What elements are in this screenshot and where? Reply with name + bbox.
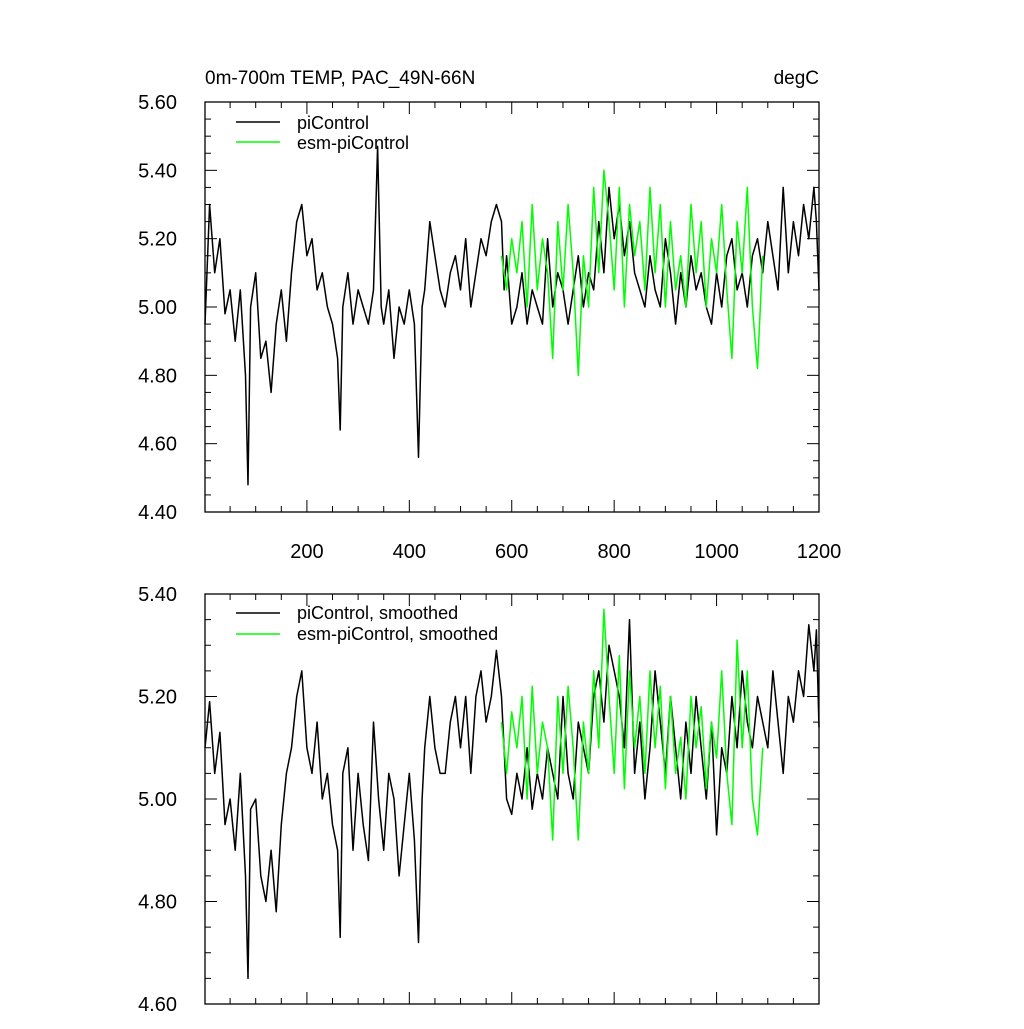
y-tick-label: 4.40 xyxy=(138,502,177,524)
y-tick-label: 4.60 xyxy=(138,434,177,456)
y-tick-label: 5.00 xyxy=(138,789,177,811)
bottom-ticks: 4.60 4.80 5.00 5.20 5.40 xyxy=(138,584,820,1016)
x-tick-label: 800 xyxy=(597,541,630,563)
bottom-legend: piControl, smoothed esm-piControl, smoot… xyxy=(236,603,498,644)
legend-label-esm-picontrol-smoothed: esm-piControl, smoothed xyxy=(297,624,498,644)
top-legend: piControl esm-piControl xyxy=(236,113,409,153)
y-tick-label: 4.80 xyxy=(138,892,177,914)
x-tick-label: 1000 xyxy=(694,541,739,563)
y-tick-label: 5.20 xyxy=(138,687,177,709)
bottom-panel: 4.60 4.80 5.00 5.20 5.40 piControl, smoothed… xyxy=(138,584,820,1016)
series-line-esm-picontrol xyxy=(500,169,764,377)
x-tick-label: 600 xyxy=(495,541,528,563)
top-chart-units: degC xyxy=(774,68,819,89)
bottom-series-lines xyxy=(204,608,820,980)
x-tick-label: 1200 xyxy=(797,541,842,563)
series-line-esm-picontrol-smoothed xyxy=(500,608,764,841)
series-line-picontrol-smoothed xyxy=(204,618,820,980)
y-tick-label: 5.00 xyxy=(138,297,177,319)
top-chart-title: 0m-700m TEMP, PAC_49N-66N xyxy=(205,68,475,89)
y-tick-label: 5.40 xyxy=(138,584,177,606)
legend-label-esm-picontrol: esm-piControl xyxy=(297,133,409,153)
legend-label-picontrol-smoothed: piControl, smoothed xyxy=(297,603,458,623)
y-tick-label: 5.40 xyxy=(138,160,177,182)
top-ticks: 200 400 600 800 1000 1200 4.40 4.60 4.80 5.00 5.20… xyxy=(138,92,841,563)
y-tick-label: 5.60 xyxy=(138,92,177,114)
y-tick-label: 5.20 xyxy=(138,229,177,251)
legend-label-picontrol: piControl xyxy=(297,113,369,133)
y-tick-label: 4.60 xyxy=(138,994,177,1016)
top-series-lines xyxy=(204,145,820,486)
y-tick-label: 4.80 xyxy=(138,365,177,387)
x-tick-label: 400 xyxy=(393,541,426,563)
x-tick-label: 200 xyxy=(290,541,323,563)
top-panel: 0m-700m TEMP, PAC_49N-66N degC 200 400 600… xyxy=(138,68,841,563)
